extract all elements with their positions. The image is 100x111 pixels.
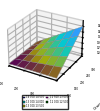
Legend: 14 000-14 500, 13 000-14 000, 13 000-13 500, 12 500-13 000, 12 000-12 500: 14 000-14 500, 13 000-14 000, 13 000-13 … [22,95,68,109]
Y-axis label: Grammage: Grammage [93,92,100,111]
